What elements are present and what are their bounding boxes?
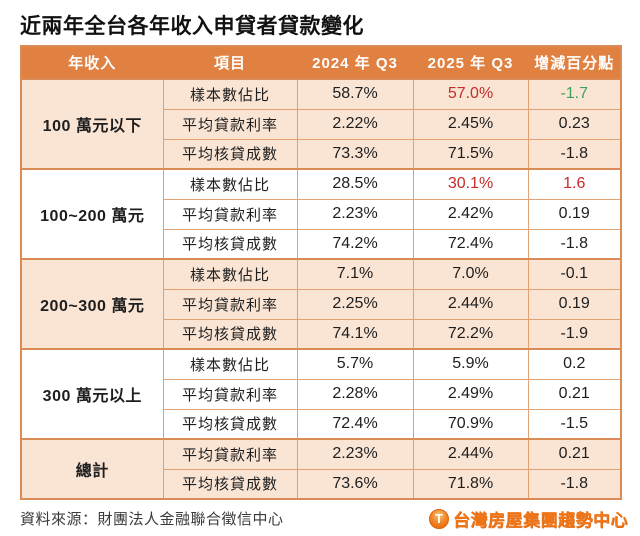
item-label: 平均核貸成數 (162, 138, 298, 170)
item-label: 平均貸款利率 (162, 288, 298, 320)
table-row: 平均核貸成數 73.3% 71.5% -1.8 (21, 138, 622, 170)
income-group-label: 300 萬元以上 (20, 348, 164, 440)
value-2024q3: 2.25% (296, 288, 414, 320)
value-change: -1.8 (527, 468, 622, 500)
table-row: 平均核貸成數 73.6% 71.8% -1.8 (21, 468, 622, 500)
table-row: 平均貸款利率 2.22% 2.45% 0.23 (21, 108, 622, 140)
item-label: 平均核貸成數 (162, 318, 298, 350)
value-2024q3: 74.1% (296, 318, 414, 350)
value-2024q3: 28.5% (296, 168, 414, 200)
value-2024q3: 5.7% (296, 348, 414, 380)
item-label: 平均貸款利率 (162, 438, 298, 470)
item-label: 平均核貸成數 (162, 408, 298, 440)
col-header-item: 項目 (162, 45, 298, 80)
brand-logo: T 台灣房屋集團趨勢中心 (429, 506, 628, 531)
table-row: 200~300 萬元 樣本數佔比 7.1% 7.0% -0.1 (20, 258, 622, 350)
item-label: 樣本數佔比 (162, 168, 298, 200)
income-group-label: 100 萬元以下 (20, 78, 164, 170)
table-row: 300 萬元以上 樣本數佔比 5.7% 5.9% 0.2 (20, 348, 622, 440)
value-2024q3: 2.23% (296, 198, 414, 230)
table-row: 平均核貸成數 74.2% 72.4% -1.8 (21, 228, 622, 260)
value-change: -1.5 (527, 408, 622, 440)
value-2025q3: 2.42% (412, 198, 529, 230)
item-label: 樣本數佔比 (162, 78, 298, 110)
value-2025q3: 2.44% (412, 438, 529, 470)
value-2024q3: 58.7% (296, 78, 414, 110)
value-change: 0.21 (527, 378, 622, 410)
value-2025q3: 72.4% (412, 228, 529, 260)
col-header-2024q3: 2024 年 Q3 (296, 45, 414, 80)
value-2025q3: 72.2% (412, 318, 529, 350)
value-2025q3: 2.49% (412, 378, 529, 410)
value-2024q3: 73.6% (296, 468, 414, 500)
brand-name: 台灣房屋集團趨勢中心 (453, 511, 628, 530)
taiwan-housing-logo-icon: T (429, 508, 449, 529)
data-source-note: 資料來源：財團法人金融聯合徵信中心 (20, 511, 284, 528)
value-2025q3: 70.9% (412, 408, 529, 440)
value-2025q3: 57.0% (412, 78, 529, 110)
loan-comparison-table: 年收入 項目 2024 年 Q3 2025 年 Q3 增減百分點 100 萬元以… (20, 45, 622, 500)
item-label: 平均貸款利率 (162, 378, 298, 410)
table-row: 100 萬元以下 樣本數佔比 58.7% 57.0% -1.7 (20, 78, 622, 170)
value-2024q3: 74.2% (296, 228, 414, 260)
income-group-label: 200~300 萬元 (20, 258, 164, 350)
value-2025q3: 30.1% (412, 168, 529, 200)
value-change: -1.9 (527, 318, 622, 350)
value-2025q3: 71.8% (412, 468, 529, 500)
value-2025q3: 7.0% (412, 258, 529, 290)
value-change: -1.8 (527, 138, 622, 170)
value-2024q3: 7.1% (296, 258, 414, 290)
table-row: 100~200 萬元 樣本數佔比 28.5% 30.1% 1.6 (20, 168, 622, 260)
item-label: 樣本數佔比 (162, 258, 298, 290)
col-header-2025q3: 2025 年 Q3 (412, 45, 529, 80)
value-change: -0.1 (527, 258, 622, 290)
value-change: -1.8 (527, 228, 622, 260)
value-2024q3: 2.23% (296, 438, 414, 470)
item-label: 平均貸款利率 (162, 108, 298, 140)
value-2024q3: 72.4% (296, 408, 414, 440)
value-2025q3: 5.9% (412, 348, 529, 380)
income-group-label: 100~200 萬元 (20, 168, 164, 260)
footer: 資料來源：財團法人金融聯合徵信中心 T 台灣房屋集團趨勢中心 (20, 506, 628, 531)
value-change: 1.6 (527, 168, 622, 200)
item-label: 平均核貸成數 (162, 228, 298, 260)
page-title: 近兩年全台各年收入申貸者貸款變化 (20, 15, 364, 38)
col-header-change: 增減百分點 (527, 45, 622, 80)
value-2024q3: 2.22% (296, 108, 414, 140)
item-label: 平均核貸成數 (162, 468, 298, 500)
value-2025q3: 2.45% (412, 108, 529, 140)
value-change: 0.2 (527, 348, 622, 380)
value-change: 0.19 (527, 288, 622, 320)
table-header-row: 年收入 項目 2024 年 Q3 2025 年 Q3 增減百分點 (20, 45, 622, 80)
table-row: 平均貸款利率 2.28% 2.49% 0.21 (21, 378, 622, 410)
table-row: 平均核貸成數 74.1% 72.2% -1.9 (21, 318, 622, 350)
value-change: 0.23 (527, 108, 622, 140)
table-row: 平均核貸成數 72.4% 70.9% -1.5 (21, 408, 622, 440)
value-change: -1.7 (527, 78, 622, 110)
table-row: 平均貸款利率 2.23% 2.42% 0.19 (21, 198, 622, 230)
col-header-annual-income: 年收入 (20, 45, 164, 80)
item-label: 平均貸款利率 (162, 198, 298, 230)
value-change: 0.19 (527, 198, 622, 230)
income-group-label: 總計 (20, 438, 164, 500)
table-row: 總計 平均貸款利率 2.23% 2.44% 0.21 (20, 438, 622, 500)
value-2024q3: 2.28% (296, 378, 414, 410)
item-label: 樣本數佔比 (162, 348, 298, 380)
value-2025q3: 2.44% (412, 288, 529, 320)
value-2024q3: 73.3% (296, 138, 414, 170)
value-change: 0.21 (527, 438, 622, 470)
value-2025q3: 71.5% (412, 138, 529, 170)
